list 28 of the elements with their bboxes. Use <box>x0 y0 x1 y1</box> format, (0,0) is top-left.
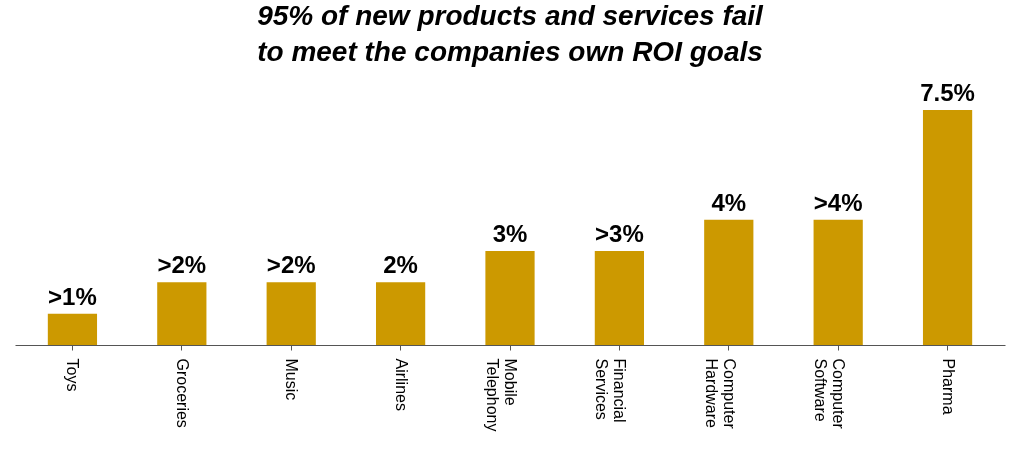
data-label: >2% <box>266 251 316 279</box>
bar <box>922 110 973 345</box>
bar <box>375 282 426 345</box>
data-label: 2% <box>383 251 418 279</box>
chart-title: 95% of new products and services fail to meet the companies own ROI goals <box>257 0 765 67</box>
bar <box>813 219 863 345</box>
x-tick-label: Music <box>283 358 301 401</box>
x-tick-label: Airlines <box>392 358 410 411</box>
data-label: >2% <box>157 251 207 279</box>
x-tick-label: Pharma <box>939 358 957 415</box>
x-tick-label: Computer Software <box>812 358 848 430</box>
bar <box>485 251 535 345</box>
bar <box>704 219 754 345</box>
data-label: 7.5% <box>920 79 975 106</box>
x-tick-label: Mobile Telephony <box>484 358 519 432</box>
x-tick-label: Financial Services <box>593 358 629 423</box>
bar <box>157 282 207 345</box>
x-tick-label: Groceries <box>173 358 191 428</box>
data-label: >1% <box>48 282 97 310</box>
x-tick-label: Toys <box>64 358 82 392</box>
bar <box>47 313 98 345</box>
data-label: 4% <box>711 188 747 216</box>
data-label: >4% <box>813 188 863 216</box>
data-label: >3% <box>595 220 644 247</box>
data-label: 3% <box>492 220 528 247</box>
x-tick-label: Computer Hardware <box>702 358 738 430</box>
bar <box>594 251 645 345</box>
bar <box>266 282 316 345</box>
